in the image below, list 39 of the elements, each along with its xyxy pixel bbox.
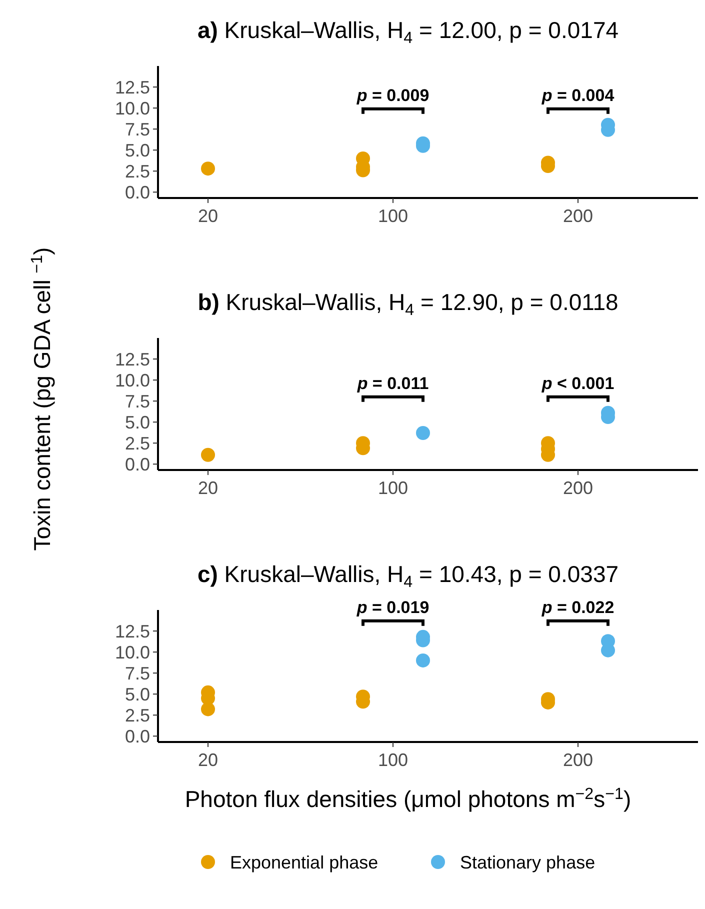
chart-title: b) Kruskal–Wallis, H$_{4}$ = 12.90, p = 0.0118 xyxy=(198,289,618,319)
y-tick-label: 0.0 xyxy=(124,454,150,474)
x-tick-label: 100 xyxy=(378,750,408,770)
x-tick-label: 200 xyxy=(562,478,594,498)
y-tick-label: 7.5 xyxy=(124,119,150,140)
y-tick-label: 7.5 xyxy=(124,663,150,684)
x-tick-label: 200 xyxy=(562,206,594,226)
annotation: p = 0.004 xyxy=(540,86,615,105)
x-tick-label: 100 xyxy=(378,206,408,226)
x-tick-label: 20 xyxy=(198,478,218,498)
y-tick-label: 2.5 xyxy=(124,161,150,182)
y-tick-label: 2.5 xyxy=(124,433,150,454)
y-tick-label: 2.5 xyxy=(124,705,150,726)
x-tick-label: 100 xyxy=(378,478,408,498)
annotation: p = 0.011 xyxy=(356,374,429,393)
y-tick-label: 5.0 xyxy=(124,684,150,704)
y-tick-label: 12.5 xyxy=(114,349,150,370)
x-tick-label: 200 xyxy=(562,750,594,770)
annotation: p = 0.009 xyxy=(356,86,430,105)
y-tick-label: 10.0 xyxy=(114,370,150,390)
y-tick-label: 12.5 xyxy=(114,621,150,642)
y-tick-label: 10.0 xyxy=(114,642,150,662)
y-tick-label: 10.0 xyxy=(114,98,150,118)
y-tick-label: 5.0 xyxy=(124,412,150,432)
legend-label: Exponential phase xyxy=(230,852,378,872)
x-tick-label: 20 xyxy=(198,206,218,226)
y-tick-label: 5.0 xyxy=(124,140,150,160)
y-tick-label: 12.5 xyxy=(114,77,150,98)
x-axis-title: Photon flux densities (μmol photons m$^{−2}$s$^{−1}$) xyxy=(184,784,632,812)
annotation: p = 0.022 xyxy=(540,598,614,617)
legend-label: Stationary phase xyxy=(460,852,596,872)
y-tick-label: 0.0 xyxy=(124,182,150,202)
chart-title: c) Kruskal–Wallis, H$_{4}$ = 10.43, p = 0.0337 xyxy=(197,561,619,591)
x-tick-label: 20 xyxy=(198,750,218,770)
chart-title: a) Kruskal–Wallis, H$_{4}$ = 12.00, p = 0.0174 xyxy=(197,17,619,47)
y-tick-label: 7.5 xyxy=(124,391,150,412)
annotation: p < 0.001 xyxy=(540,374,614,393)
y-tick-label: 0.0 xyxy=(124,726,150,746)
annotation: p = 0.019 xyxy=(356,598,430,617)
